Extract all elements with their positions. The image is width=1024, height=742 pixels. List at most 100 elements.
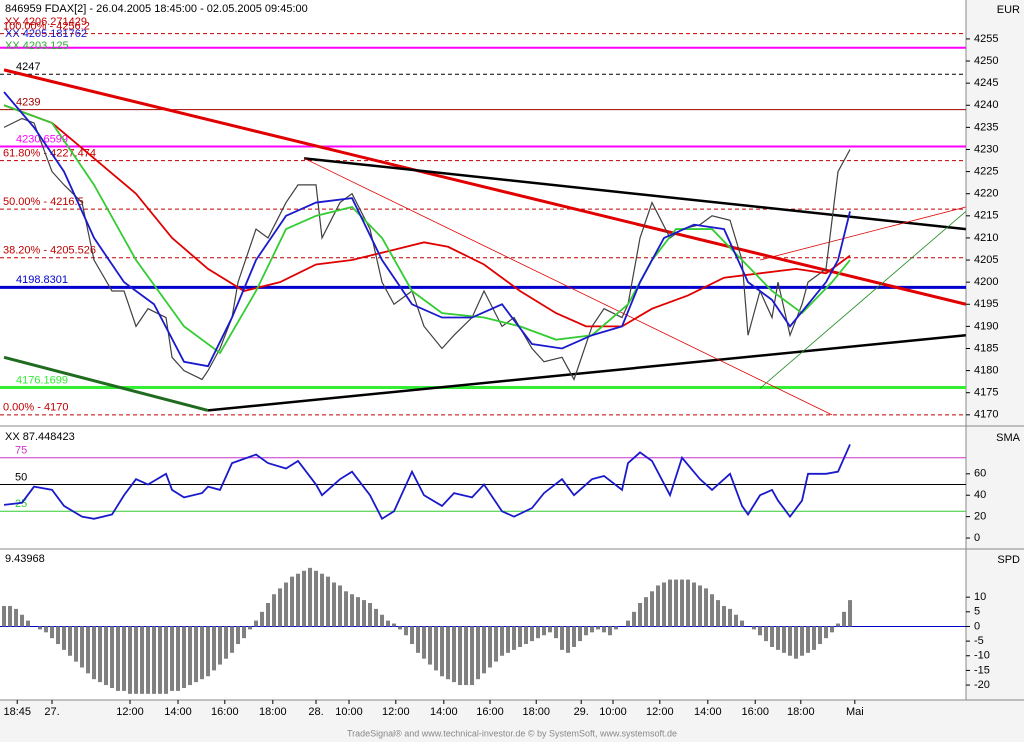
y-tick-label: 4215	[974, 210, 998, 222]
series-line	[3, 117, 851, 381]
bar	[92, 626, 97, 680]
bar	[632, 611, 637, 627]
level-label: 4198.8301	[16, 274, 68, 286]
y-tick-label: 60	[974, 468, 986, 480]
bar	[758, 626, 763, 636]
x-tick-label: 12:00	[646, 706, 674, 718]
bar	[596, 626, 601, 630]
bar	[386, 620, 391, 627]
bar	[716, 600, 721, 627]
y-tick-label: 4245	[974, 77, 998, 89]
y-tick-label: 5	[974, 606, 980, 618]
bar	[440, 626, 445, 677]
level-label: 4239	[16, 97, 40, 109]
x-tick-label: 14:00	[164, 706, 192, 718]
y-tick-label: 0	[974, 620, 980, 632]
bar	[254, 620, 259, 627]
bar	[428, 626, 433, 665]
bar	[68, 626, 73, 656]
legend-text: XX 4206.271429	[5, 16, 87, 28]
bar	[86, 626, 91, 674]
bar	[122, 626, 127, 691]
bar	[62, 626, 67, 650]
bar	[50, 626, 55, 639]
bar	[650, 591, 655, 627]
legend-text: XX 4205.181762	[5, 28, 87, 40]
bar	[782, 626, 787, 653]
bar	[416, 626, 421, 653]
bar	[764, 626, 769, 642]
y-tick-label: 0	[974, 532, 980, 544]
y-tick-label: 10	[974, 591, 986, 603]
bar	[212, 626, 217, 671]
y-tick-label: 4170	[974, 409, 998, 421]
bar	[38, 626, 43, 630]
bar	[14, 608, 19, 627]
bar	[668, 579, 673, 627]
bar	[704, 588, 709, 627]
bar	[488, 626, 493, 668]
bar	[80, 626, 85, 668]
bar	[518, 626, 523, 647]
x-tick-label: 18:00	[787, 706, 815, 718]
bar	[536, 626, 541, 639]
bar	[326, 576, 331, 627]
bar	[710, 594, 715, 627]
bar	[260, 611, 265, 627]
level-label: 38.20% - 4205.526	[3, 245, 96, 257]
x-tick-label: 18:45	[3, 706, 31, 718]
bar	[680, 579, 685, 627]
bar	[848, 600, 853, 627]
y-tick-label: -20	[974, 679, 990, 691]
bar	[734, 614, 739, 627]
bar	[482, 626, 487, 674]
bar	[560, 626, 565, 650]
bar	[338, 585, 343, 627]
trend-line	[759, 206, 966, 261]
bar	[284, 582, 289, 627]
y-tick-label: 4190	[974, 320, 998, 332]
bar	[572, 626, 577, 647]
y-tick-label: 20	[974, 511, 986, 523]
axis-label: SPD	[997, 554, 1020, 566]
bar	[554, 626, 559, 639]
y-tick-label: 4180	[974, 365, 998, 377]
bar	[374, 608, 379, 627]
time-axis-area	[0, 700, 1024, 742]
bar	[194, 626, 199, 683]
bar	[56, 626, 61, 645]
trend-line	[303, 157, 966, 231]
x-tick-label: 14:00	[430, 706, 458, 718]
bar	[176, 626, 181, 691]
bar	[548, 626, 553, 633]
level-label: 50.00% - 4216.5	[3, 196, 84, 208]
bar	[422, 626, 427, 659]
bar	[542, 626, 547, 636]
bar	[692, 582, 697, 627]
y-tick-label: 40	[974, 489, 986, 501]
bar	[350, 594, 355, 627]
bar	[320, 573, 325, 627]
series-line	[3, 444, 851, 521]
bar	[140, 626, 145, 694]
bar	[590, 626, 595, 633]
bar	[332, 582, 337, 627]
y-tick-label: 4220	[974, 188, 998, 200]
bar	[104, 626, 109, 686]
y-tick-label: 4210	[974, 232, 998, 244]
x-tick-label: 12:00	[116, 706, 144, 718]
bar	[584, 626, 589, 636]
level-label: 100.00% - 4256.2	[3, 21, 90, 33]
bar	[752, 626, 757, 630]
trend-line	[3, 355, 209, 412]
bar	[356, 597, 361, 627]
bar	[470, 626, 475, 686]
bar	[500, 626, 505, 656]
bar	[206, 626, 211, 677]
bar	[296, 573, 301, 627]
bar	[446, 626, 451, 680]
y-tick-label: -15	[974, 664, 990, 676]
bar	[266, 603, 271, 627]
